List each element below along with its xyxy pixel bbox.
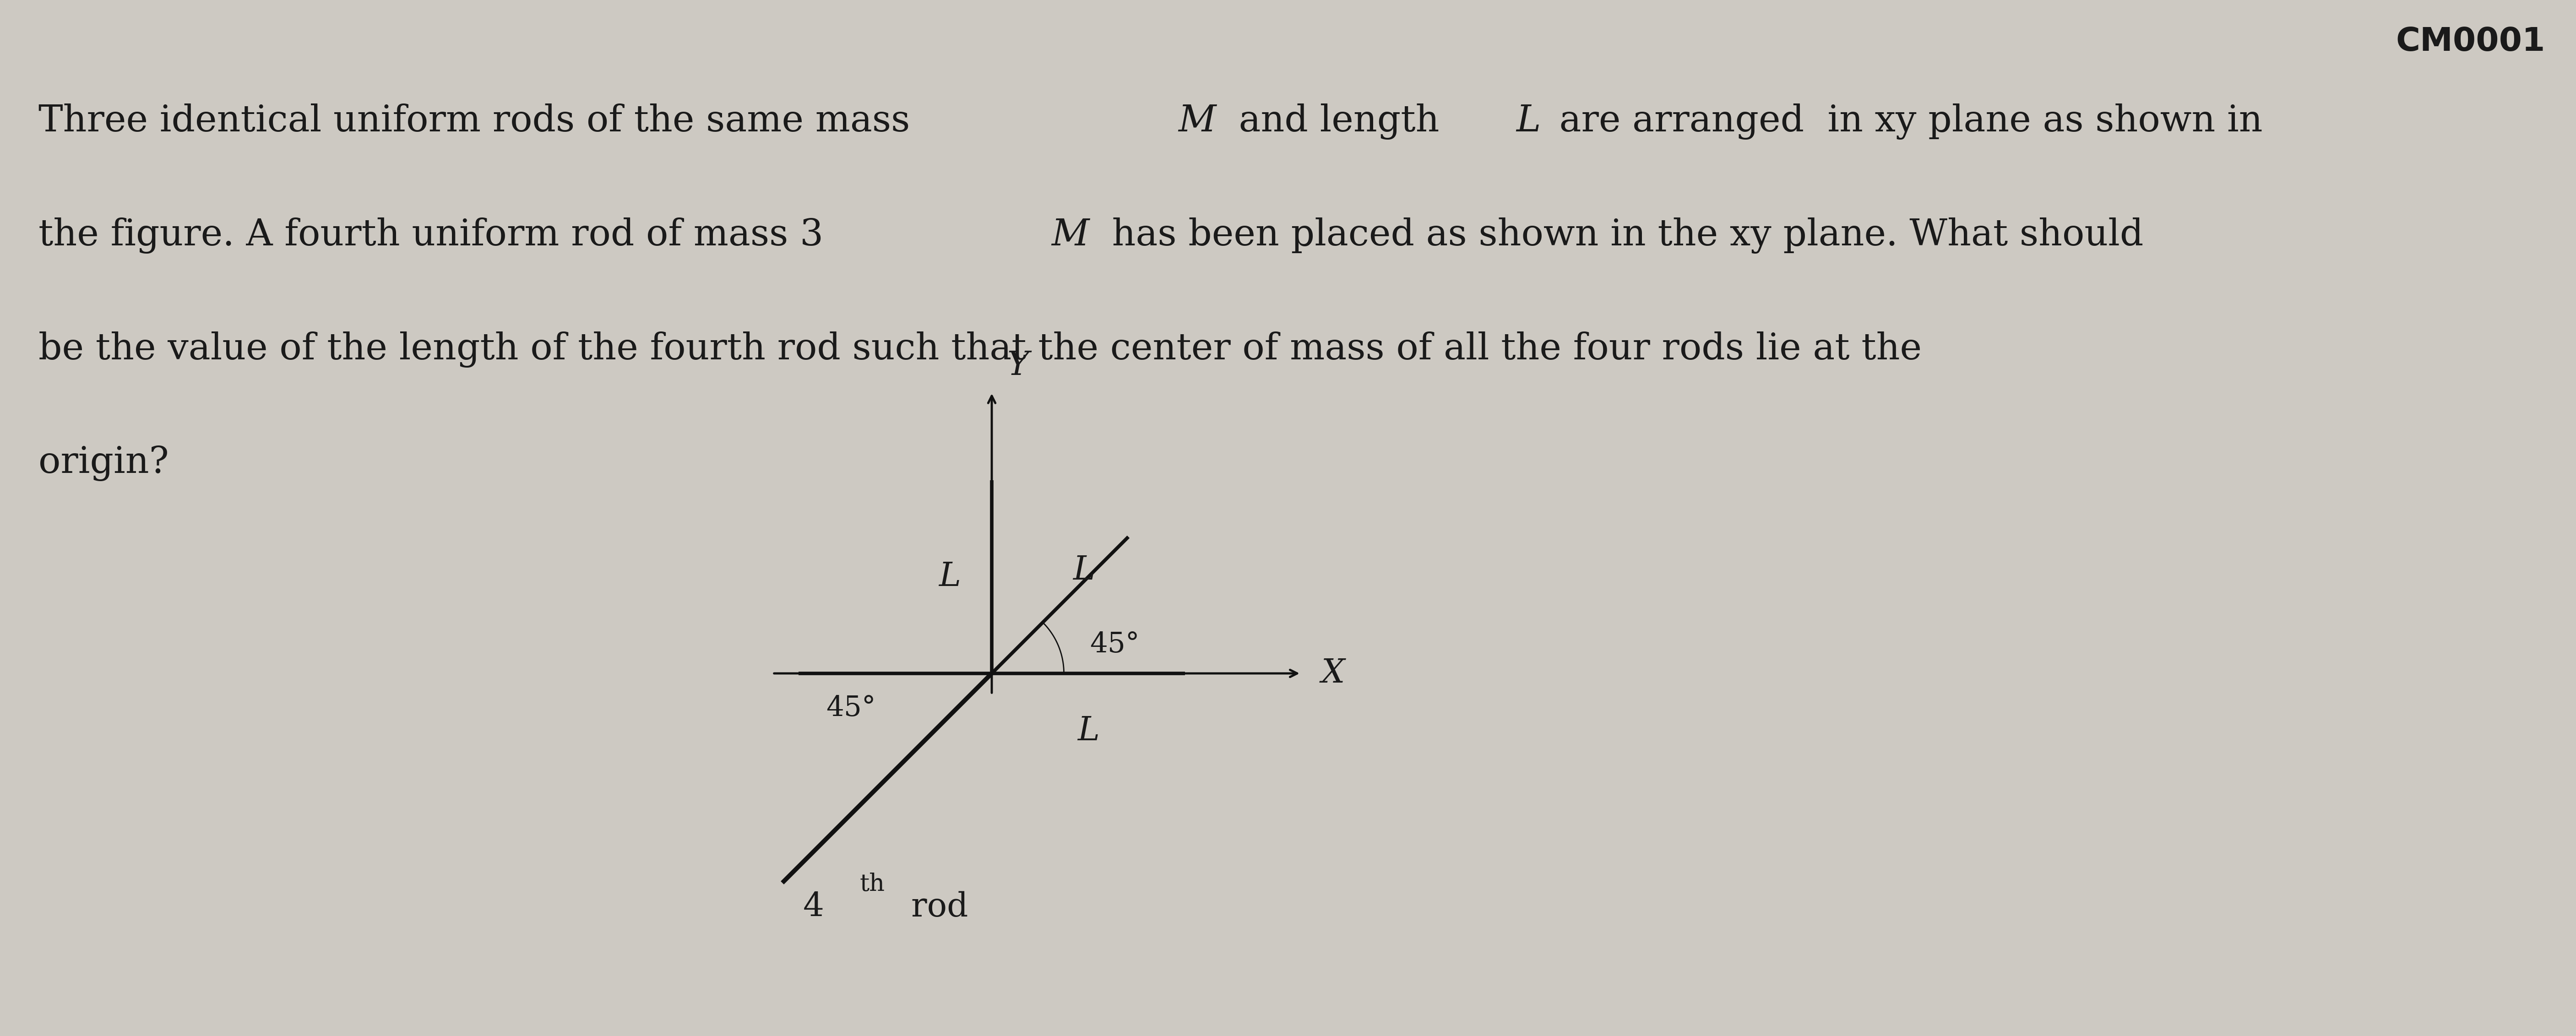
Text: L: L xyxy=(1074,554,1095,586)
Text: has been placed as shown in the xy plane. What should: has been placed as shown in the xy plane… xyxy=(1100,218,2143,254)
Text: L: L xyxy=(938,560,961,593)
Text: origin?: origin? xyxy=(39,445,170,481)
Text: are arranged  in xy plane as shown in: are arranged in xy plane as shown in xyxy=(1548,104,2262,140)
Text: L: L xyxy=(1077,715,1100,747)
Text: CM0001: CM0001 xyxy=(2396,26,2545,57)
Text: X: X xyxy=(1321,657,1345,690)
Text: M: M xyxy=(1051,218,1090,253)
Text: be the value of the length of the fourth rod such that the center of mass of all: be the value of the length of the fourth… xyxy=(39,332,1922,368)
Text: and length: and length xyxy=(1226,104,1450,140)
Text: 45°: 45° xyxy=(1090,631,1139,658)
Text: 4: 4 xyxy=(804,891,824,923)
Text: Three identical uniform rods of the same mass: Three identical uniform rods of the same… xyxy=(39,104,922,139)
Text: rod: rod xyxy=(902,891,969,923)
Text: Y: Y xyxy=(1007,349,1028,382)
Text: th: th xyxy=(860,872,884,896)
Text: M: M xyxy=(1177,104,1216,139)
Text: L: L xyxy=(1515,104,1540,139)
Text: 45°: 45° xyxy=(827,694,876,722)
Text: the figure. A fourth uniform rod of mass 3: the figure. A fourth uniform rod of mass… xyxy=(39,218,824,254)
